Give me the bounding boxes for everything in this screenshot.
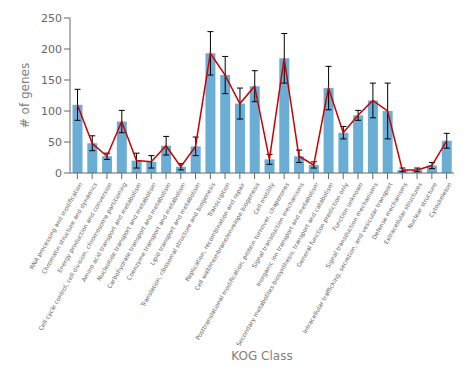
svg-text:Posttranslational modification: Posttranslational modification, protein … <box>194 181 291 342</box>
svg-text:Transcription: Transcription <box>205 181 232 218</box>
svg-text:Cell cycle control, cell divis: Cell cycle control, cell division, chrom… <box>36 181 128 332</box>
svg-text:250: 250 <box>41 12 62 25</box>
svg-text:200: 200 <box>41 43 62 56</box>
svg-text:Lipid transport and metabolism: Lipid transport and metabolism <box>148 181 202 267</box>
svg-text:General function prediction on: General function prediction only <box>295 181 350 269</box>
svg-text:Chromatin structure and dynami: Chromatin structure and dynamics <box>40 181 99 275</box>
svg-text:100: 100 <box>41 105 62 118</box>
svg-text:150: 150 <box>41 74 62 87</box>
svg-text:KOG Class: KOG Class <box>231 349 292 363</box>
svg-text:Cell motility: Cell motility <box>251 181 276 216</box>
svg-text:50: 50 <box>48 136 62 149</box>
svg-text:Signal transduction mechanisms: Signal transduction mechanisms <box>323 181 379 270</box>
svg-text:RNA processing and modificatio: RNA processing and modification <box>27 181 84 271</box>
svg-text:Energy production and conversi: Energy production and conversion <box>55 181 113 274</box>
svg-text:Extracellular structures: Extracellular structures <box>382 181 424 246</box>
svg-text:Cell wall/membrane/envelope bi: Cell wall/membrane/envelope biogenesis <box>192 181 261 292</box>
svg-text:0: 0 <box>55 167 62 180</box>
svg-text:Secondary metabolites biosynth: Secondary metabolites biosynthesis, tran… <box>234 181 335 348</box>
svg-text:Nucleotide transport and metab: Nucleotide transport and metabolism <box>95 181 158 282</box>
svg-text:Signal transduction mechanisms: Signal transduction mechanisms <box>249 181 305 270</box>
svg-text:Translation, ribosomal structu: Translation, ribosomal structure and bio… <box>139 181 217 308</box>
svg-text:Cytoskeleton: Cytoskeleton <box>427 181 454 219</box>
svg-text:Coenzyme transport and metabol: Coenzyme transport and metabolism <box>125 181 188 282</box>
svg-text:Carbohydrate transport and met: Carbohydrate transport and metabolism <box>105 181 173 290</box>
svg-text:Replication, recombination and: Replication, recombination and repair <box>183 181 246 283</box>
svg-text:Function unknown: Function unknown <box>330 181 365 232</box>
svg-text:Intracellular trafficking, sec: Intracellular trafficking, secretion, an… <box>301 180 395 335</box>
svg-text:Nuclear structure: Nuclear structure <box>405 181 438 230</box>
svg-text:Amino acid transport and metab: Amino acid transport and metabolism <box>79 181 143 283</box>
svg-text:# of genes: # of genes <box>18 63 32 129</box>
svg-text:Defense mechanisms: Defense mechanisms <box>370 181 409 241</box>
svg-text:Inorganic ion transport and me: Inorganic ion transport and metabolism <box>254 181 321 288</box>
